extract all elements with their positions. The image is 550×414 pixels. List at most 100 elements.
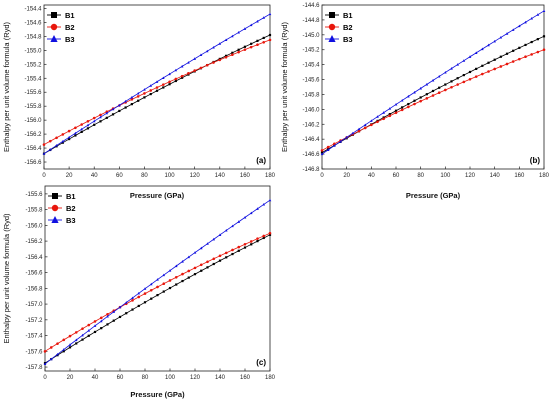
x-tick-label: 20 [67, 375, 74, 381]
x-tick-label: 140 [490, 173, 501, 179]
data-point-b3 [419, 86, 422, 90]
data-point-b2 [155, 86, 159, 89]
data-point-b3 [193, 251, 197, 254]
data-point-b2 [174, 77, 178, 81]
data-point-b3 [474, 51, 478, 54]
data-point-b2 [130, 98, 134, 101]
data-point-b1 [413, 99, 416, 102]
data-point-b1 [243, 246, 247, 249]
data-point-b2 [256, 237, 259, 240]
data-point-b2 [68, 334, 72, 338]
data-point-b1 [468, 70, 472, 74]
data-point-b2 [187, 269, 191, 273]
data-point-b1 [256, 240, 259, 243]
series-line-b3 [43, 13, 271, 154]
y-tick-label: -155.8 [24, 104, 42, 110]
data-point-b3 [256, 207, 259, 210]
data-point-b1 [250, 243, 253, 246]
y-tick-label: -156.8 [25, 286, 43, 292]
data-point-b1 [111, 113, 115, 116]
data-point-b1 [462, 73, 465, 77]
data-point-b3 [326, 148, 330, 151]
data-point-b3 [124, 301, 128, 304]
data-point-b3 [542, 9, 546, 13]
chart-panel-3: 0 20 40 60 80 100 120 140 160 180 -157.8 -157.6 -157… [2, 185, 276, 399]
data-point-b3 [388, 107, 392, 110]
data-point-b2 [99, 316, 103, 320]
data-point-b3 [187, 255, 191, 259]
data-point-b3 [382, 111, 385, 114]
data-point-b3 [333, 144, 336, 147]
data-point-b1 [112, 319, 115, 322]
data-point-b3 [42, 152, 46, 155]
data-point-b2 [81, 327, 84, 330]
data-point-b3 [62, 348, 66, 351]
data-point-b3 [136, 92, 140, 95]
data-point-b3 [237, 31, 240, 34]
data-point-b2 [511, 60, 515, 63]
x-tick-label: 160 [514, 173, 525, 179]
x-tick-label: 60 [393, 173, 400, 179]
data-point-b2 [181, 272, 184, 276]
data-point-b2 [231, 53, 234, 57]
x-tick-label: 80 [142, 375, 149, 381]
data-point-b2 [237, 245, 241, 249]
data-point-b2 [99, 113, 102, 117]
data-point-b1 [536, 38, 539, 41]
data-point-b3 [212, 45, 215, 49]
data-point-b1 [320, 151, 324, 154]
data-point-b1 [512, 49, 515, 52]
data-point-b3 [357, 127, 361, 131]
data-point-b2 [180, 74, 184, 78]
data-point-b1 [130, 103, 133, 106]
legend-label-b2: B2 [66, 204, 76, 213]
data-point-b2 [218, 254, 222, 258]
x-tick-label: 180 [265, 375, 276, 381]
y-tick-label: -155.6 [25, 192, 43, 198]
data-point-b3 [493, 39, 496, 43]
data-point-b2 [400, 108, 404, 112]
data-point-b2 [218, 58, 222, 62]
data-point-b1 [187, 276, 190, 279]
data-point-b1 [499, 55, 502, 58]
data-point-b2 [212, 257, 216, 261]
data-point-b2 [262, 234, 266, 238]
data-point-b2 [376, 120, 379, 124]
data-point-b1 [125, 312, 128, 315]
data-point-b2 [505, 62, 509, 66]
data-point-b2 [137, 295, 141, 299]
data-point-b3 [187, 61, 190, 64]
y-tick-label: -145.2 [302, 48, 320, 54]
data-point-b2 [268, 231, 272, 235]
x-tick-label: 0 [43, 375, 47, 381]
data-point-b2 [87, 323, 91, 327]
data-point-b1 [225, 256, 228, 259]
y-axis-label: Enthalpy per unit volume formula (Ryd) [2, 21, 11, 152]
data-point-b2 [542, 48, 546, 52]
data-point-b3 [124, 99, 127, 103]
data-point-b2 [456, 83, 459, 86]
data-point-b2 [382, 117, 385, 121]
data-point-b1 [155, 89, 159, 92]
data-point-b1 [212, 262, 215, 266]
data-point-b1 [438, 86, 441, 89]
data-point-b1 [156, 294, 159, 297]
data-point-b2 [174, 275, 178, 279]
data-point-b2 [243, 242, 247, 246]
data-point-b2 [143, 292, 147, 295]
data-point-b2 [394, 111, 398, 115]
data-point-b1 [237, 48, 240, 51]
data-point-b2 [474, 75, 478, 78]
x-tick-label: 140 [215, 173, 226, 179]
data-point-b2 [67, 129, 71, 133]
legend: B1 B2 B3 [47, 11, 75, 44]
data-point-b1 [394, 109, 398, 112]
data-point-b3 [450, 67, 453, 70]
data-point-b3 [437, 74, 441, 78]
data-point-b1 [181, 279, 184, 283]
data-point-b3 [256, 19, 259, 23]
data-point-b3 [339, 140, 342, 143]
data-point-b2 [56, 342, 59, 345]
series-line-b2 [44, 232, 271, 352]
